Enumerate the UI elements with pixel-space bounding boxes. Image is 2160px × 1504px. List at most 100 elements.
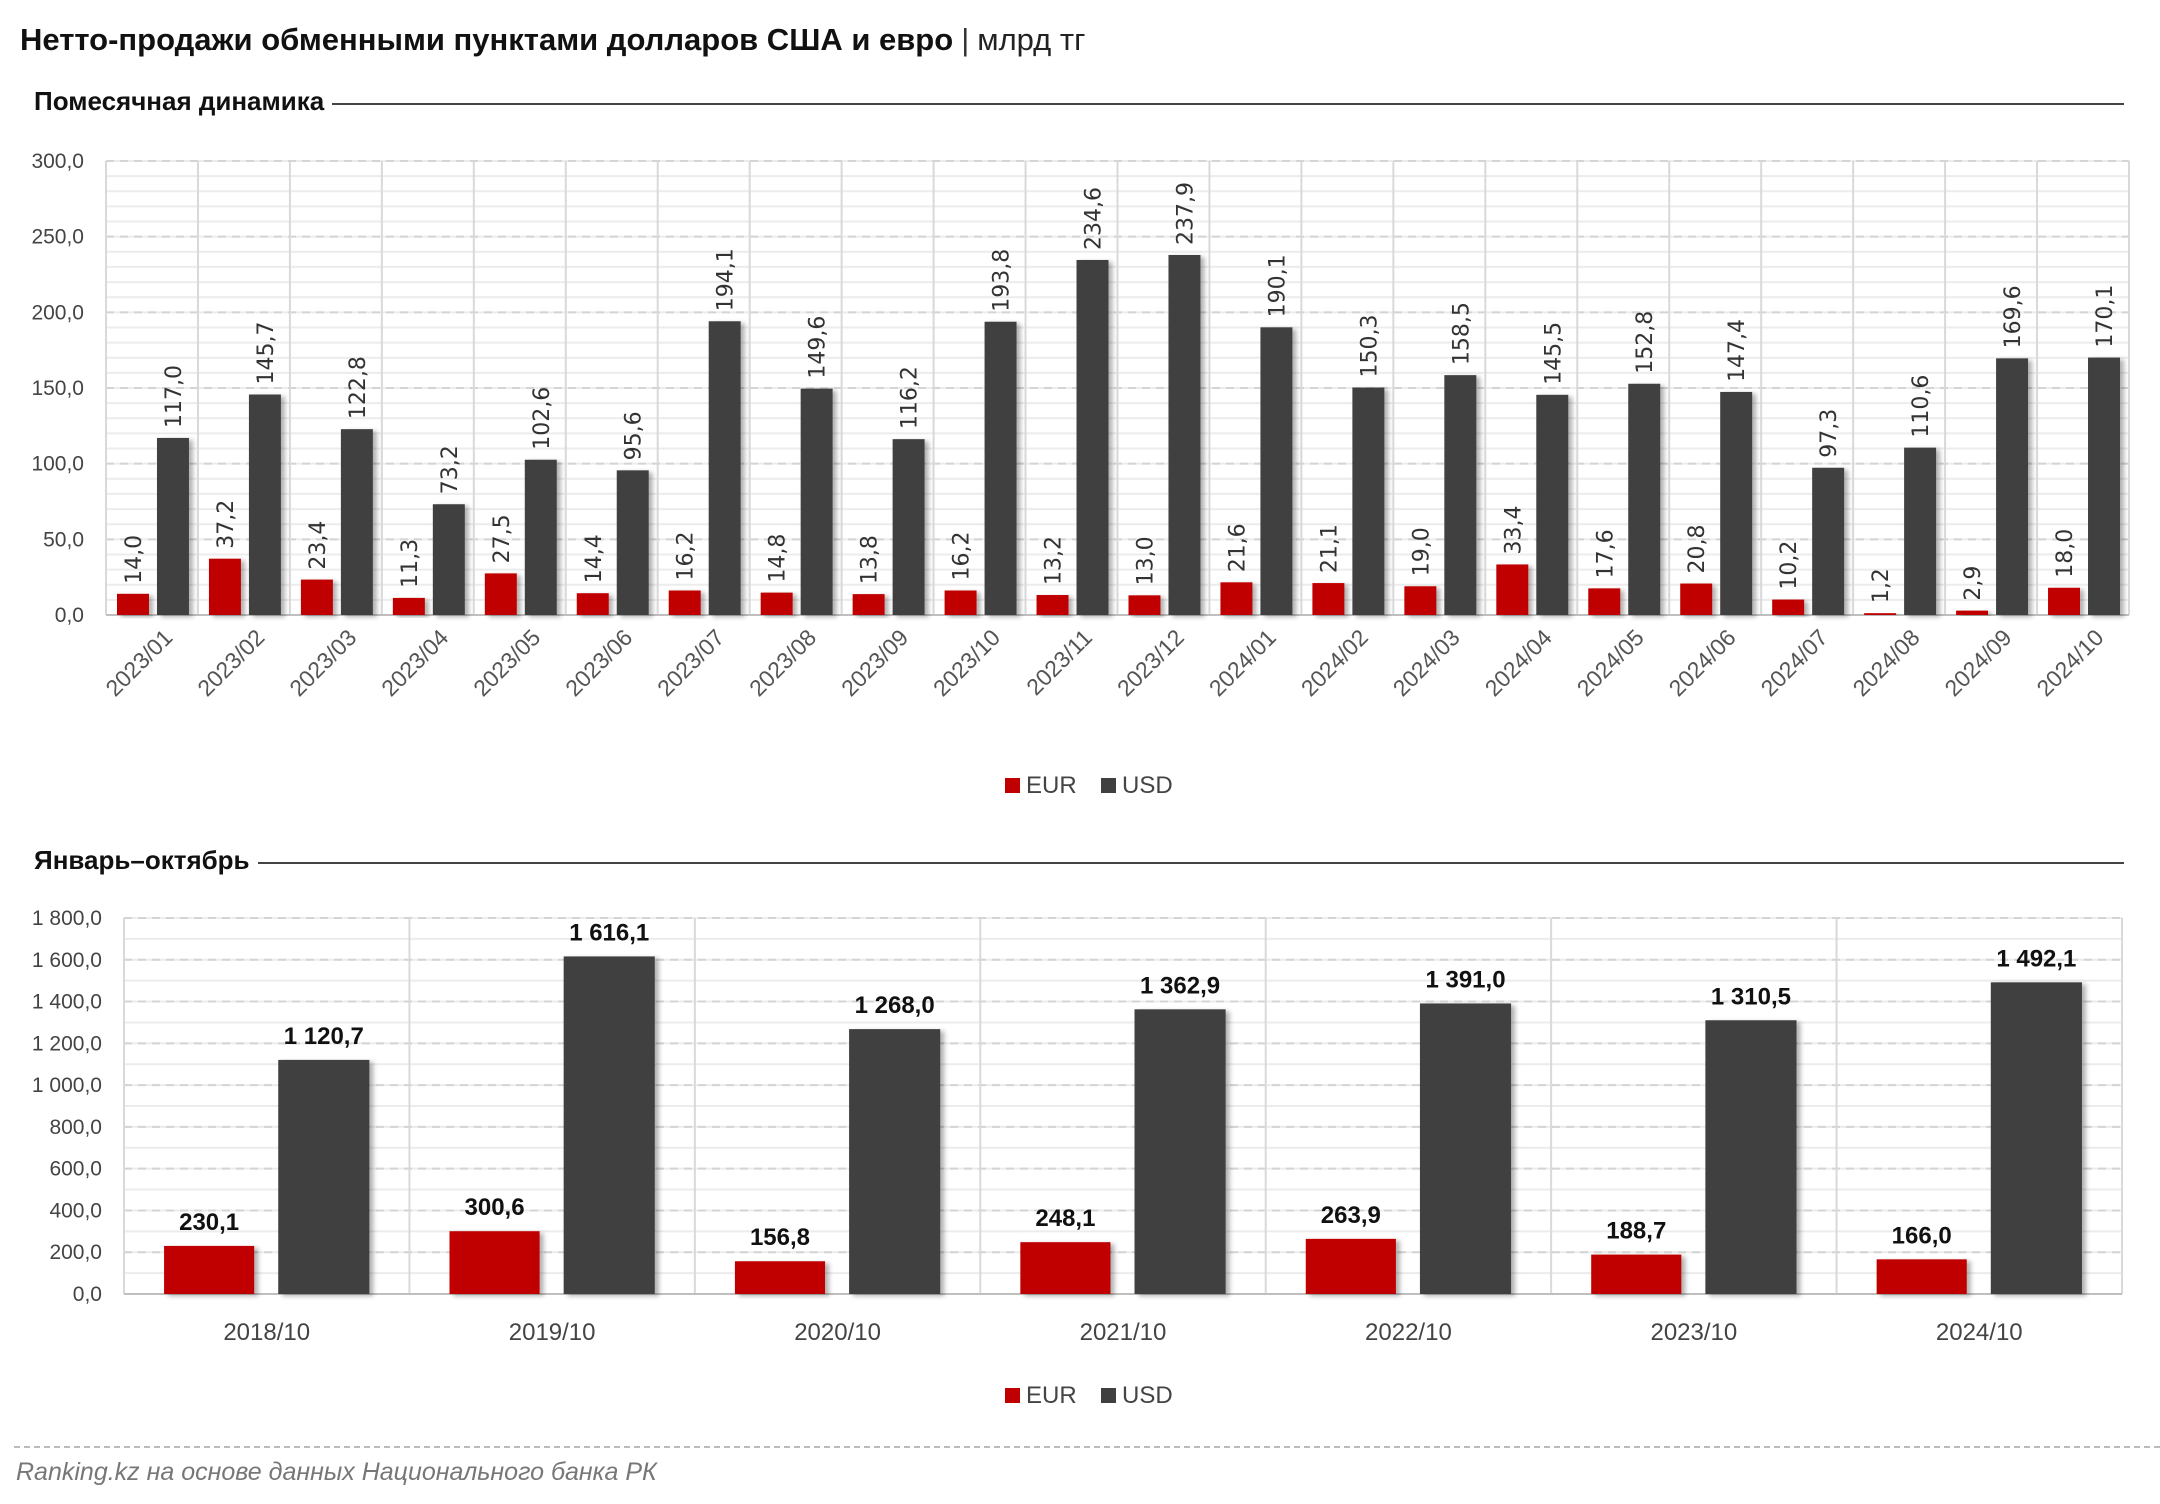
data-label-eur: 21,1 <box>1317 524 1342 573</box>
bar-eur <box>1312 583 1345 615</box>
bar-eur <box>1876 1259 1967 1294</box>
data-label-usd: 234,6 <box>1082 187 1107 250</box>
x-tick-label: 2024/04 <box>1480 624 1557 701</box>
bar-eur <box>164 1245 255 1294</box>
data-label-eur: 263,9 <box>1321 1202 1381 1229</box>
legend-label-eur: EUR <box>1026 772 1077 799</box>
bar-eur <box>1772 599 1805 615</box>
x-tick-label: 2023/04 <box>376 624 453 701</box>
x-tick-label: 2022/10 <box>1365 1319 1452 1346</box>
legend-swatch-eur <box>1005 1388 1020 1403</box>
data-label-eur: 14,4 <box>582 534 607 583</box>
data-label-usd: 237,9 <box>1173 182 1198 245</box>
x-tick-label: 2023/03 <box>284 624 361 701</box>
data-label-eur: 16,2 <box>950 531 975 580</box>
y-tick-label: 50,0 <box>43 528 84 551</box>
bar-eur <box>1220 582 1253 615</box>
bar-usd <box>1168 254 1201 615</box>
y-tick-label: 0,0 <box>73 1283 102 1306</box>
data-label-eur: 33,4 <box>1501 505 1526 554</box>
x-tick-label: 2023/11 <box>1021 624 1097 700</box>
data-label-eur: 300,6 <box>465 1194 525 1221</box>
data-label-usd: 193,8 <box>990 249 1015 312</box>
data-label-usd: 1 616,1 <box>569 919 649 946</box>
bar-eur <box>300 579 333 615</box>
data-label-eur: 16,2 <box>674 531 699 580</box>
legend-label-eur: EUR <box>1026 1382 1077 1409</box>
bar-eur <box>1128 595 1161 615</box>
y-tick-label: 1 200,0 <box>32 1032 102 1055</box>
title-separator: | <box>961 22 970 57</box>
bar-eur <box>2048 587 2081 615</box>
x-tick-label: 2023/09 <box>836 624 913 701</box>
y-tick-label: 150,0 <box>31 377 84 400</box>
bar-usd <box>616 470 649 615</box>
bar-usd <box>1419 1003 1512 1294</box>
y-tick-label: 800,0 <box>49 1116 102 1139</box>
data-label-usd: 194,1 <box>714 248 739 311</box>
bar-eur <box>1036 595 1069 615</box>
data-label-eur: 21,6 <box>1225 523 1250 572</box>
bar-usd <box>1134 1009 1226 1294</box>
data-label-eur: 18,0 <box>2053 529 2078 578</box>
data-label-usd: 116,2 <box>898 366 923 429</box>
x-tick-label: 2021/10 <box>1080 1319 1167 1346</box>
data-label-eur: 13,2 <box>1042 536 1067 585</box>
bar-eur <box>484 573 517 615</box>
data-label-usd: 1 310,5 <box>1711 983 1791 1010</box>
data-label-usd: 122,8 <box>346 356 371 419</box>
section-rule <box>257 861 2124 864</box>
x-tick-label: 2024/07 <box>1756 624 1833 701</box>
data-label-usd: 170,1 <box>2093 285 2118 348</box>
bar-usd <box>278 1059 370 1294</box>
x-tick-label: 2024/10 <box>1936 1319 2023 1346</box>
y-tick-label: 1 400,0 <box>32 991 102 1014</box>
data-label-eur: 27,5 <box>490 514 515 563</box>
section-monthly: Помесячная динамика <box>34 86 2124 117</box>
data-label-eur: 20,8 <box>1685 525 1710 574</box>
data-label-usd: 145,5 <box>1541 322 1566 385</box>
data-label-usd: 152,8 <box>1633 311 1658 374</box>
bar-eur <box>392 597 425 615</box>
y-tick-label: 300,0 <box>31 150 84 173</box>
bar-eur <box>116 593 149 615</box>
bar-usd <box>800 388 833 615</box>
bar-usd <box>708 321 741 615</box>
data-label-eur: 188,7 <box>1606 1218 1666 1245</box>
bar-eur <box>449 1231 540 1294</box>
data-label-usd: 145,7 <box>254 322 279 385</box>
bar-usd <box>248 394 281 615</box>
data-label-usd: 117,0 <box>162 365 187 428</box>
data-label-eur: 23,4 <box>306 521 331 570</box>
bar-usd <box>1812 467 1845 615</box>
bar-eur <box>944 590 977 615</box>
bar-eur <box>1305 1238 1396 1294</box>
data-label-usd: 1 120,7 <box>284 1023 364 1050</box>
bar-usd <box>563 956 655 1294</box>
x-tick-label: 2020/10 <box>794 1319 881 1346</box>
legend-swatch-usd <box>1101 778 1116 793</box>
x-tick-label: 2024/05 <box>1572 624 1649 701</box>
y-tick-label: 400,0 <box>49 1199 102 1222</box>
bar-usd <box>1996 358 2029 615</box>
y-tick-label: 600,0 <box>49 1158 102 1181</box>
bar-usd <box>156 437 189 615</box>
x-tick-label: 2018/10 <box>223 1319 310 1346</box>
data-label-usd: 73,2 <box>438 445 463 494</box>
bar-usd <box>1260 327 1293 615</box>
legend-swatch-eur <box>1005 778 1020 793</box>
bar-usd <box>432 504 465 615</box>
legend-label-usd: USD <box>1122 1382 1173 1409</box>
data-label-usd: 190,1 <box>1265 254 1290 317</box>
x-tick-label: 2024/10 <box>2031 624 2108 701</box>
y-tick-label: 250,0 <box>31 226 84 249</box>
bar-usd <box>1352 387 1385 615</box>
y-tick-label: 1 800,0 <box>32 907 102 930</box>
y-tick-label: 100,0 <box>31 453 84 476</box>
bar-usd <box>984 321 1017 615</box>
bar-eur <box>852 594 885 615</box>
data-label-eur: 230,1 <box>179 1209 239 1236</box>
bar-usd <box>524 459 557 615</box>
data-label-eur: 37,2 <box>214 500 239 549</box>
bar-usd <box>2088 357 2121 615</box>
